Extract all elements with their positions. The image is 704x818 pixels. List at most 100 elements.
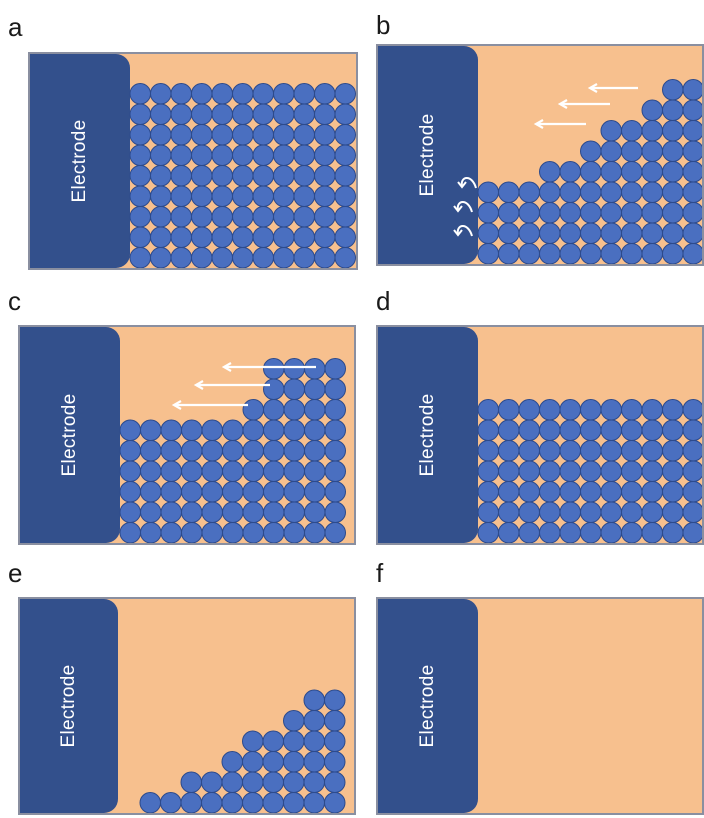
panel-label-f: f <box>376 558 384 588</box>
particle <box>232 124 254 146</box>
particle <box>252 83 274 105</box>
particle <box>304 460 326 482</box>
particle <box>498 222 520 244</box>
particle <box>160 792 182 813</box>
electrode: Electrode <box>378 599 478 813</box>
particle <box>539 243 561 264</box>
particle <box>559 243 581 264</box>
particle <box>518 399 540 421</box>
particle <box>150 83 172 105</box>
particle <box>170 165 192 187</box>
particle <box>252 247 274 268</box>
particle <box>334 206 356 228</box>
particle <box>314 165 336 187</box>
particle <box>191 247 213 268</box>
particle <box>232 103 254 125</box>
particle <box>283 399 305 421</box>
particle <box>498 522 520 543</box>
particle <box>304 358 326 380</box>
arrow <box>171 400 248 410</box>
particle <box>293 247 315 268</box>
particle <box>662 161 684 183</box>
particle <box>334 103 356 125</box>
particle <box>263 358 285 380</box>
particle <box>314 144 336 166</box>
particle <box>252 144 274 166</box>
particle <box>140 440 162 462</box>
particle <box>477 243 499 264</box>
particle <box>477 181 499 203</box>
particle <box>477 481 499 503</box>
particle <box>242 730 264 752</box>
particle <box>477 501 499 523</box>
particle <box>600 181 622 203</box>
particle-lattice <box>477 399 702 543</box>
particle <box>139 792 161 813</box>
particle <box>539 161 561 183</box>
particle <box>262 792 284 813</box>
particle <box>242 460 264 482</box>
particle <box>242 501 264 523</box>
particle <box>119 440 141 462</box>
particle <box>682 79 702 101</box>
particle <box>283 358 305 380</box>
particle <box>662 522 684 543</box>
particle <box>539 399 561 421</box>
particle <box>304 440 326 462</box>
particle <box>252 226 274 248</box>
arrow-head <box>453 205 463 213</box>
particle <box>641 99 663 121</box>
particle <box>518 243 540 264</box>
particle <box>252 185 274 207</box>
particle <box>559 501 581 523</box>
particle <box>580 419 602 441</box>
particle <box>662 222 684 244</box>
particle <box>559 440 581 462</box>
particle <box>303 771 325 793</box>
particle <box>222 460 244 482</box>
particle <box>600 419 622 441</box>
particle <box>314 83 336 105</box>
particle <box>201 481 223 503</box>
particle <box>273 206 295 228</box>
particle <box>201 440 223 462</box>
particle <box>140 460 162 482</box>
particle <box>211 83 233 105</box>
particle <box>170 226 192 248</box>
particle <box>621 243 643 264</box>
particle <box>242 481 264 503</box>
particle <box>559 522 581 543</box>
particle <box>682 419 702 441</box>
particle <box>662 399 684 421</box>
particle <box>191 185 213 207</box>
particle <box>263 460 285 482</box>
particle <box>498 460 520 482</box>
particle <box>181 522 203 543</box>
particle <box>682 501 702 523</box>
particle <box>303 751 325 773</box>
particle <box>170 144 192 166</box>
particle <box>314 206 336 228</box>
arrow <box>460 177 477 189</box>
particle <box>160 440 182 462</box>
particle <box>324 378 346 400</box>
panel-label-e: e <box>8 558 23 588</box>
particle <box>314 226 336 248</box>
particle <box>580 181 602 203</box>
particle <box>600 399 622 421</box>
electrode: Electrode <box>20 327 120 543</box>
particle <box>324 481 346 503</box>
particle <box>662 460 684 482</box>
particle <box>191 124 213 146</box>
particle <box>641 120 663 142</box>
particle <box>211 165 233 187</box>
particle <box>160 501 182 523</box>
particle <box>334 226 356 248</box>
particle <box>477 460 499 482</box>
particle <box>160 460 182 482</box>
particle <box>252 206 274 228</box>
particle <box>191 83 213 105</box>
particle <box>129 103 151 125</box>
particle <box>160 481 182 503</box>
particle <box>662 419 684 441</box>
